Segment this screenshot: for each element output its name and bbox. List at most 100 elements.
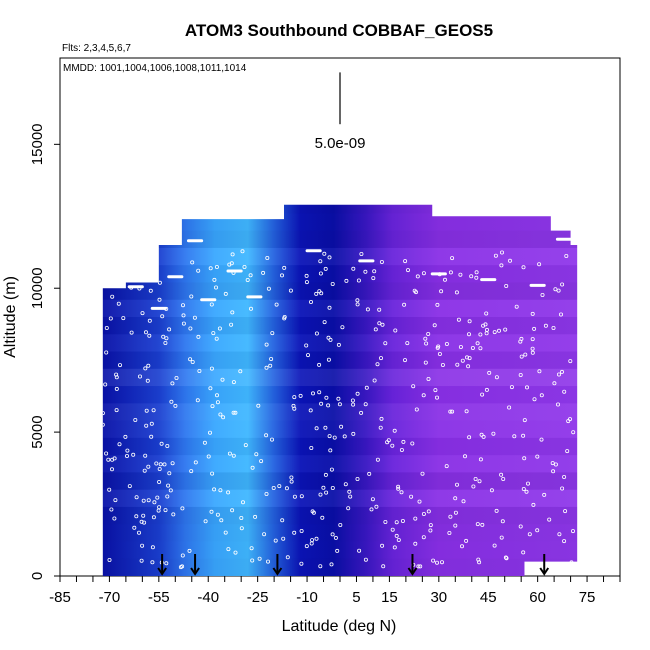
obs-marker	[223, 530, 228, 535]
obs-marker	[521, 486, 526, 491]
obs-marker	[310, 509, 315, 514]
obs-marker	[421, 512, 426, 517]
obs-marker	[240, 500, 245, 505]
obs-marker	[108, 316, 113, 321]
obs-marker	[453, 496, 458, 501]
obs-marker	[144, 408, 149, 413]
obs-marker	[233, 550, 238, 555]
obs-marker	[320, 515, 325, 520]
obs-marker	[318, 259, 323, 264]
obs-marker	[448, 409, 453, 414]
obs-marker	[413, 516, 418, 521]
obs-marker	[412, 288, 417, 293]
obs-marker	[519, 354, 524, 359]
obs-marker	[359, 410, 364, 415]
obs-marker	[418, 564, 423, 569]
obs-marker	[310, 391, 315, 396]
obs-marker	[141, 513, 146, 518]
obs-marker	[551, 325, 556, 330]
obs-marker	[289, 479, 294, 484]
obs-marker	[167, 327, 172, 332]
obs-marker	[351, 402, 356, 407]
obs-marker	[327, 434, 332, 439]
obs-marker	[239, 526, 244, 531]
obs-marker	[437, 351, 442, 356]
obs-marker	[229, 322, 234, 327]
obs-marker	[229, 261, 234, 266]
obs-marker	[428, 528, 433, 533]
obs-marker	[481, 434, 486, 439]
obs-marker	[460, 358, 465, 363]
obs-marker	[136, 530, 141, 535]
obs-marker	[114, 372, 119, 377]
obs-marker	[351, 431, 356, 436]
obs-marker	[571, 529, 576, 534]
obs-marker	[299, 494, 304, 499]
obs-marker	[464, 355, 469, 360]
obs-marker	[424, 341, 429, 346]
obs-marker	[484, 387, 489, 392]
obs-marker	[444, 341, 449, 346]
obs-marker	[195, 398, 200, 403]
obs-marker	[521, 265, 526, 270]
obs-marker	[157, 466, 162, 471]
obs-marker	[403, 259, 408, 264]
obs-marker	[254, 452, 259, 457]
obs-marker	[171, 512, 176, 517]
obs-marker	[556, 288, 561, 293]
obs-marker	[416, 564, 421, 569]
dates-label: MMDD: 1001,1004,1006,1008,1011,1014	[63, 63, 247, 74]
obs-marker	[107, 487, 112, 492]
y-tick-label: 10000	[29, 267, 46, 309]
obs-marker	[394, 520, 399, 525]
obs-marker	[167, 471, 172, 476]
obs-marker	[530, 337, 535, 342]
obs-marker	[340, 325, 345, 330]
obs-marker	[426, 376, 431, 381]
obs-marker	[448, 514, 453, 519]
obs-marker	[454, 290, 459, 295]
obs-marker	[383, 520, 388, 525]
x-axis-label: Latitude (deg N)	[282, 618, 397, 635]
obs-marker	[239, 516, 244, 521]
obs-marker	[557, 372, 562, 377]
obs-marker	[288, 288, 293, 293]
obs-marker	[355, 302, 360, 307]
obs-marker	[102, 411, 105, 416]
obs-marker	[563, 509, 568, 514]
obs-marker	[373, 327, 378, 332]
obs-marker	[114, 408, 119, 413]
obs-marker	[304, 343, 309, 348]
obs-marker	[328, 337, 333, 342]
x-tick-label: 30	[430, 589, 447, 606]
obs-marker	[103, 382, 108, 387]
obs-marker	[435, 345, 440, 350]
obs-marker	[110, 467, 115, 472]
obs-marker	[509, 385, 514, 390]
profile-arrow-head	[190, 567, 200, 576]
obs-marker	[379, 416, 384, 421]
obs-marker	[478, 332, 483, 337]
x-tick-label: 75	[579, 589, 596, 606]
obs-marker	[491, 431, 496, 436]
obs-marker	[143, 453, 148, 458]
obs-marker	[123, 434, 128, 439]
obs-marker	[378, 356, 383, 361]
obs-marker	[524, 489, 529, 494]
obs-marker	[309, 445, 314, 450]
obs-marker	[314, 536, 319, 541]
obs-marker	[459, 544, 464, 549]
obs-marker	[444, 464, 449, 469]
obs-marker	[289, 475, 294, 480]
obs-marker	[164, 561, 169, 566]
obs-marker	[560, 486, 565, 491]
obs-marker	[230, 508, 235, 513]
obs-marker	[363, 269, 368, 274]
obs-marker	[209, 302, 214, 307]
obs-marker	[281, 536, 286, 541]
obs-marker	[537, 262, 542, 267]
obs-marker	[399, 490, 404, 495]
obs-marker	[168, 488, 173, 493]
obs-marker	[453, 523, 458, 528]
obs-marker	[355, 476, 360, 481]
